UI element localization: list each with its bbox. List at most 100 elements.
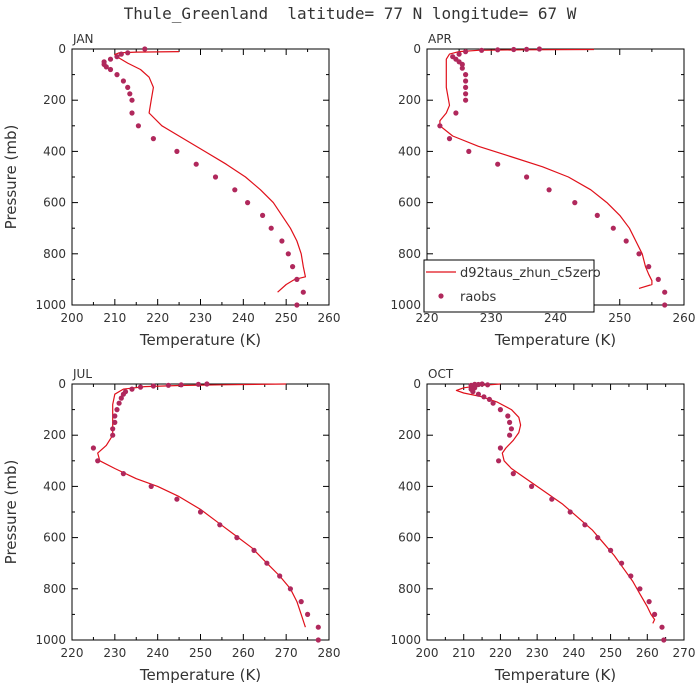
raobs-point	[264, 560, 270, 566]
raobs-point	[232, 187, 238, 193]
raobs-point	[298, 599, 304, 605]
raobs-point	[305, 611, 311, 618]
y-tick-label: 800	[398, 582, 421, 596]
raobs-point	[285, 251, 291, 257]
raobs-point	[148, 483, 154, 489]
raobs-point	[485, 382, 491, 388]
raobs-point	[150, 136, 156, 142]
y-tick-label: 400	[398, 479, 421, 493]
raobs-point	[174, 148, 180, 154]
x-tick-label: 210	[103, 311, 126, 325]
x-axis-label: Temperature (K)	[139, 666, 261, 684]
raobs-point	[279, 238, 285, 244]
raobs-point	[623, 238, 629, 244]
raobs-point	[582, 522, 588, 528]
x-tick-label: 280	[318, 646, 341, 660]
raobs-point	[268, 225, 274, 231]
panel-oct: 200 210 220 230 240 250 260 270 0 200 400 600 800 100…	[390, 367, 695, 684]
raobs-point	[118, 395, 124, 401]
raobs-point	[315, 637, 321, 643]
raobs-point	[127, 91, 133, 97]
raobs-point	[608, 547, 614, 554]
x-tick-label: 210	[452, 646, 475, 660]
raobs-point	[217, 522, 223, 528]
raobs-point	[652, 611, 658, 618]
raobs-point	[481, 394, 487, 400]
x-tick-label: 220	[61, 646, 84, 660]
raobs-point	[95, 458, 101, 464]
raobs-point	[508, 426, 514, 432]
panel-label: JUL	[72, 367, 92, 381]
raobs-point	[290, 264, 296, 270]
raobs-point	[661, 637, 667, 643]
raobs-point	[610, 225, 616, 231]
raobs-point	[294, 302, 300, 308]
panel-label: OCT	[428, 367, 454, 381]
raobs-point	[118, 51, 124, 57]
raobs-point	[110, 426, 116, 432]
raobs-point	[486, 396, 492, 402]
raobs-point	[114, 54, 120, 60]
y-tick-label: 400	[43, 144, 66, 158]
y-tick-label: 200	[43, 428, 66, 442]
figure-title: Thule_Greenland latitude= 77 N longitude…	[124, 4, 577, 23]
legend-model-label: d92taus_zhun_c5zero	[460, 266, 601, 281]
raobs-point	[662, 302, 668, 308]
x-tick-label: 200	[61, 311, 84, 325]
raobs-point	[524, 46, 530, 52]
raobs-point	[197, 509, 204, 515]
raobs-point	[479, 47, 485, 53]
y-tick-label: 1000	[390, 633, 421, 647]
raobs-point	[659, 624, 665, 630]
raobs-point	[453, 110, 459, 116]
y-axis-label: Pressure (mb)	[2, 460, 20, 565]
y-tick-label: 0	[58, 42, 66, 56]
raobs-point	[456, 51, 462, 57]
x-tick-label: 270	[673, 646, 696, 660]
raobs-point	[437, 123, 443, 129]
panel-label: JAN	[72, 32, 94, 46]
x-axis-label: Temperature (K)	[494, 666, 616, 684]
raobs-point	[511, 46, 517, 53]
y-tick-label: 800	[43, 582, 66, 596]
x-tick-label: 260	[318, 311, 341, 325]
raobs-point	[505, 413, 511, 419]
x-tick-label: 240	[544, 311, 567, 325]
raobs-point	[572, 200, 578, 206]
model-line	[114, 51, 306, 293]
legend-obs-label: raobs	[460, 290, 497, 305]
y-tick-label: 400	[43, 479, 66, 493]
raobs-point	[497, 445, 503, 451]
raobs-point	[107, 66, 114, 73]
raobs-point	[204, 381, 210, 387]
x-tick-label: 250	[608, 311, 631, 325]
raobs-point	[463, 49, 469, 55]
raobs-point	[446, 136, 453, 142]
raobs-point	[463, 78, 469, 84]
raobs-point	[496, 458, 502, 464]
y-tick-label: 800	[43, 247, 66, 261]
raobs-point	[142, 46, 148, 52]
raobs-point	[165, 382, 171, 388]
raobs-point	[103, 64, 109, 70]
raobs-point	[459, 65, 465, 71]
y-tick-label: 600	[398, 196, 421, 210]
x-tick-label: 220	[416, 311, 439, 325]
y-tick-label: 1000	[390, 298, 421, 312]
raobs-point	[112, 413, 118, 419]
panel-jan: 200 210 220 230 240 250 260 0 200 400 600 800 1000 JA…	[2, 32, 340, 349]
panels: 200 210 220 230 240 250 260 0 200 400 600 800 1000 JA…	[2, 32, 695, 684]
raobs-point	[234, 535, 240, 541]
raobs-point	[114, 72, 120, 78]
raobs-point	[595, 535, 601, 541]
raobs-point	[116, 400, 122, 406]
y-tick-label: 600	[398, 531, 421, 545]
panel-apr: 220 230 240 250 260 0 200 400 600 800 1000 APR Tempe…	[390, 32, 695, 349]
raobs-point	[510, 471, 516, 477]
raobs-point	[120, 471, 126, 477]
raobs-point	[463, 91, 469, 97]
y-tick-label: 0	[413, 377, 421, 391]
x-tick-label: 240	[146, 646, 169, 660]
